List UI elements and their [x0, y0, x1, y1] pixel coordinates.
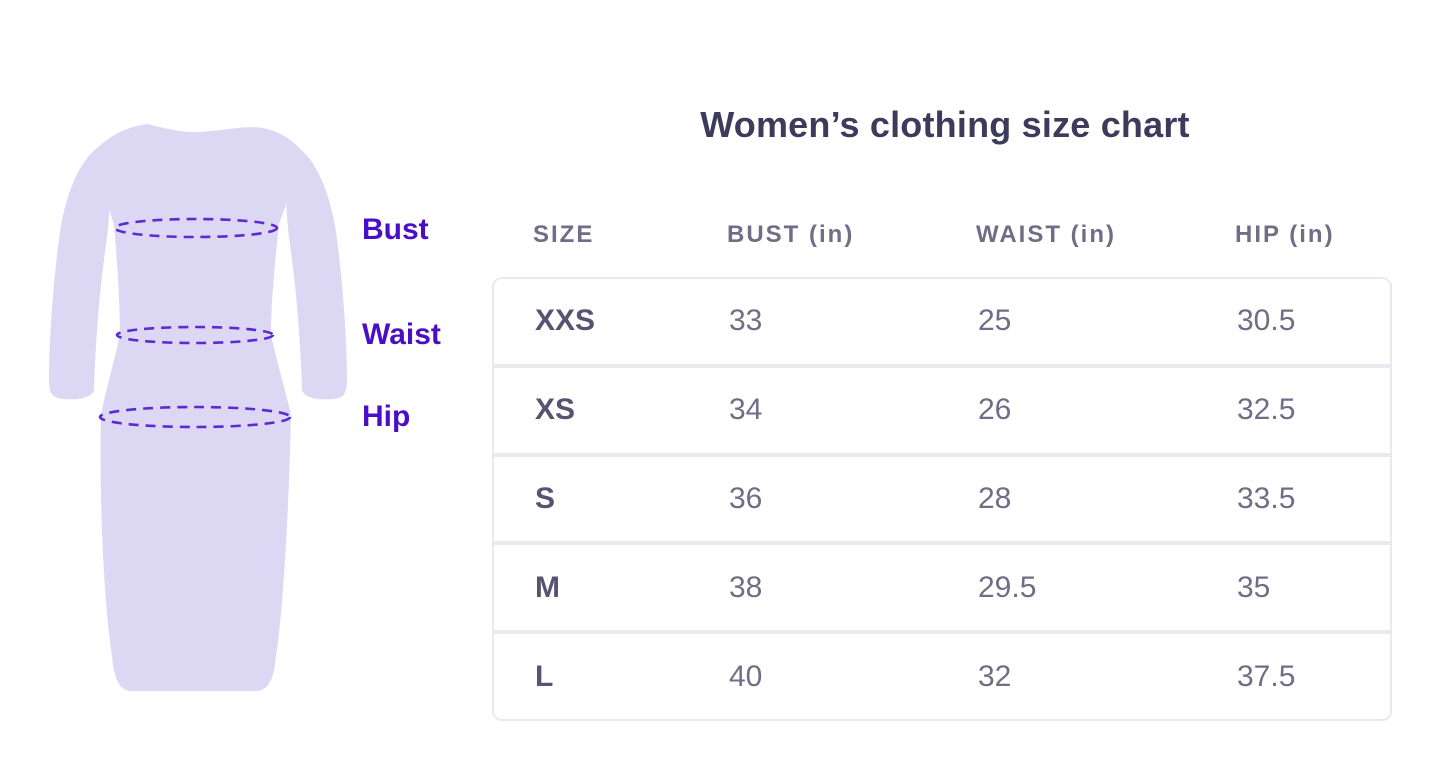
table-row: M 38 29.5 35 — [494, 541, 1390, 631]
cell-bust: 38 — [729, 570, 763, 604]
bust-label: Bust — [362, 213, 429, 246]
page-title: Women’s clothing size chart — [700, 104, 1190, 145]
waist-measure-ellipse — [115, 325, 275, 345]
cell-size: L — [535, 659, 554, 693]
cell-bust: 36 — [729, 481, 763, 515]
cell-waist: 25 — [978, 304, 1012, 338]
column-header-bust: BUST (in) — [727, 221, 855, 248]
cell-waist: 32 — [978, 659, 1012, 693]
cell-size: XXS — [535, 304, 596, 338]
column-header-waist: WAIST (in) — [976, 221, 1116, 248]
cell-hip: 33.5 — [1237, 481, 1296, 515]
column-header-size: SIZE — [533, 221, 595, 248]
cell-waist: 29.5 — [978, 570, 1037, 604]
dress-left-sleeve — [49, 148, 110, 400]
dress-right-sleeve — [286, 148, 347, 400]
cell-size: XS — [535, 393, 576, 427]
cell-hip: 35 — [1237, 570, 1271, 604]
cell-bust: 33 — [729, 304, 763, 338]
column-header-hip: HIP (in) — [1235, 221, 1335, 248]
cell-size: M — [535, 570, 560, 604]
bust-measure-ellipse — [113, 217, 279, 239]
cell-hip: 37.5 — [1237, 659, 1296, 693]
cell-bust: 34 — [729, 393, 763, 427]
table-row: XS 34 26 32.5 — [494, 363, 1390, 453]
size-table: XXS 33 25 30.5 XS 34 26 32.5 S 36 28 33.… — [492, 277, 1392, 721]
table-row: XXS 33 25 30.5 — [494, 279, 1390, 364]
table-header-row: SIZE BUST (in) WAIST (in) HIP (in) — [492, 220, 1392, 250]
table-row: L 40 32 37.5 — [494, 630, 1390, 719]
cell-bust: 40 — [729, 659, 763, 693]
hip-label: Hip — [362, 400, 411, 433]
dress-diagram — [35, 100, 365, 720]
cell-size: S — [535, 481, 556, 515]
table-row: S 36 28 33.5 — [494, 452, 1390, 542]
cell-hip: 32.5 — [1237, 393, 1296, 427]
waist-label: Waist — [362, 318, 441, 351]
hip-measure-ellipse — [98, 405, 292, 429]
cell-hip: 30.5 — [1237, 304, 1296, 338]
cell-waist: 26 — [978, 393, 1012, 427]
cell-waist: 28 — [978, 481, 1012, 515]
dress-silhouette-icon — [49, 124, 347, 691]
